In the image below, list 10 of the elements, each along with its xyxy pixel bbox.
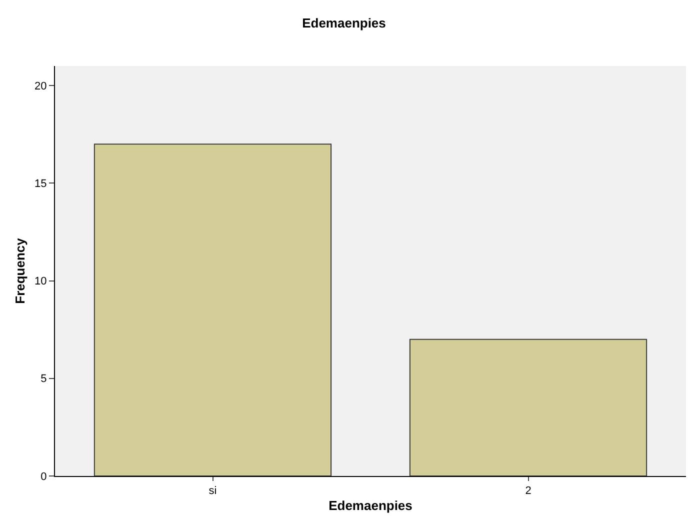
- y-tick-label: 15: [34, 178, 47, 190]
- y-tick-label: 10: [34, 276, 47, 288]
- chart-title: Edemaenpies: [302, 16, 386, 31]
- x-axis-title: Edemaenpies: [328, 498, 412, 513]
- y-axis-title: Frequency: [12, 237, 28, 304]
- x-tick-label: si: [208, 485, 217, 498]
- x-tick-label: 2: [525, 485, 532, 498]
- y-tick-label: 20: [34, 80, 47, 92]
- y-tick-label: 5: [40, 373, 47, 386]
- y-tick-label: 0: [40, 470, 47, 483]
